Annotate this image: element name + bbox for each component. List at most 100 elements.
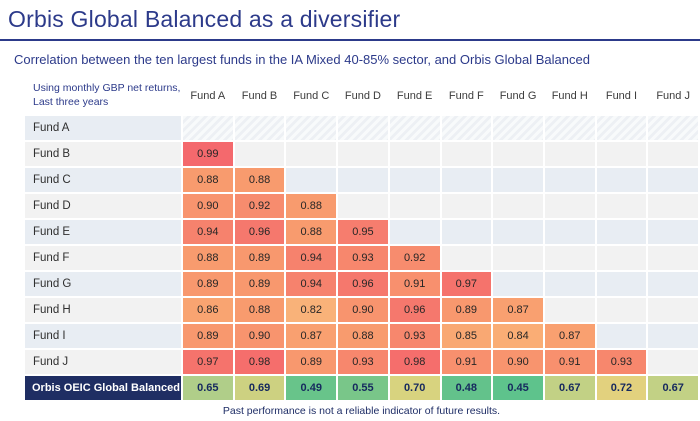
empty-cell xyxy=(648,168,698,192)
row-label-orbis: Orbis OEIC Global Balanced xyxy=(25,376,181,400)
empty-cell xyxy=(544,194,595,218)
column-header-fund-f: Fund F xyxy=(441,78,492,114)
column-header-fund-b: Fund B xyxy=(234,78,285,114)
empty-cell xyxy=(389,220,440,244)
empty-cell xyxy=(493,116,543,140)
correlation-matrix: Using monthly GBP net returns, Last three… xyxy=(25,78,698,400)
correlation-cell: 0.96 xyxy=(234,220,285,244)
correlation-cell: 0.45 xyxy=(493,376,543,400)
correlation-cell: 0.97 xyxy=(183,350,233,374)
empty-cell xyxy=(596,116,647,140)
title-rule xyxy=(0,39,700,41)
empty-cell xyxy=(493,142,543,166)
empty-cell xyxy=(493,168,543,192)
empty-cell xyxy=(544,298,595,322)
corner-label: Using monthly GBP net returns, Last three… xyxy=(25,78,181,114)
empty-cell xyxy=(596,324,647,348)
empty-cell xyxy=(544,246,595,270)
correlation-cell: 0.93 xyxy=(338,246,388,270)
empty-cell xyxy=(596,272,647,296)
empty-cell xyxy=(338,116,388,140)
correlation-cell: 0.89 xyxy=(234,272,285,296)
correlation-cell: 0.92 xyxy=(234,194,285,218)
correlation-cell: 0.89 xyxy=(183,324,233,348)
correlation-cell: 0.91 xyxy=(544,350,595,374)
empty-cell xyxy=(596,220,647,244)
correlation-cell: 0.88 xyxy=(338,324,388,348)
correlation-cell: 0.88 xyxy=(286,220,337,244)
correlation-cell: 0.84 xyxy=(493,324,543,348)
empty-cell xyxy=(648,324,698,348)
correlation-cell: 0.94 xyxy=(183,220,233,244)
empty-cell xyxy=(596,168,647,192)
empty-cell xyxy=(648,116,698,140)
row-label: Fund G xyxy=(25,272,181,296)
correlation-cell: 0.95 xyxy=(338,220,388,244)
empty-cell xyxy=(648,142,698,166)
correlation-cell: 0.86 xyxy=(183,298,233,322)
empty-cell xyxy=(544,116,595,140)
empty-cell xyxy=(544,220,595,244)
empty-cell xyxy=(441,168,492,192)
row-label: Fund D xyxy=(25,194,181,218)
empty-cell xyxy=(286,168,337,192)
column-header-fund-c: Fund C xyxy=(286,78,337,114)
empty-cell xyxy=(338,142,388,166)
empty-cell xyxy=(286,116,337,140)
correlation-cell: 0.85 xyxy=(441,324,492,348)
empty-cell xyxy=(596,246,647,270)
correlation-cell: 0.90 xyxy=(183,194,233,218)
correlation-cell: 0.67 xyxy=(544,376,595,400)
empty-cell xyxy=(441,220,492,244)
empty-cell xyxy=(648,194,698,218)
column-header-fund-d: Fund D xyxy=(338,78,388,114)
empty-cell xyxy=(286,142,337,166)
empty-cell xyxy=(596,142,647,166)
correlation-cell: 0.93 xyxy=(389,324,440,348)
empty-cell xyxy=(493,246,543,270)
correlation-cell: 0.88 xyxy=(234,298,285,322)
empty-cell xyxy=(493,194,543,218)
correlation-cell: 0.92 xyxy=(389,246,440,270)
correlation-cell: 0.90 xyxy=(234,324,285,348)
empty-cell xyxy=(441,142,492,166)
correlation-cell: 0.93 xyxy=(596,350,647,374)
empty-cell xyxy=(338,168,388,192)
column-header-fund-j: Fund J xyxy=(648,78,698,114)
empty-cell xyxy=(648,272,698,296)
empty-cell xyxy=(544,272,595,296)
page-title: Orbis Global Balanced as a diversifier xyxy=(8,6,401,32)
empty-cell xyxy=(338,194,388,218)
correlation-cell: 0.97 xyxy=(441,272,492,296)
correlation-cell: 0.89 xyxy=(286,350,337,374)
empty-cell xyxy=(648,220,698,244)
correlation-cell: 0.48 xyxy=(441,376,492,400)
empty-cell xyxy=(493,220,543,244)
column-header-fund-i: Fund I xyxy=(596,78,647,114)
empty-cell xyxy=(648,298,698,322)
row-label: Fund H xyxy=(25,298,181,322)
row-label: Fund B xyxy=(25,142,181,166)
correlation-cell: 0.93 xyxy=(338,350,388,374)
correlation-cell: 0.94 xyxy=(286,272,337,296)
correlation-cell: 0.90 xyxy=(493,350,543,374)
correlation-cell: 0.69 xyxy=(234,376,285,400)
correlation-cell: 0.65 xyxy=(183,376,233,400)
correlation-cell: 0.90 xyxy=(338,298,388,322)
correlation-cell: 0.91 xyxy=(389,272,440,296)
correlation-cell: 0.88 xyxy=(286,194,337,218)
empty-cell xyxy=(493,272,543,296)
row-label: Fund A xyxy=(25,116,181,140)
correlation-cell: 0.88 xyxy=(183,168,233,192)
empty-cell xyxy=(389,142,440,166)
empty-cell xyxy=(183,116,233,140)
correlation-cell: 0.88 xyxy=(183,246,233,270)
row-label: Fund F xyxy=(25,246,181,270)
correlation-cell: 0.98 xyxy=(234,350,285,374)
row-label: Fund E xyxy=(25,220,181,244)
correlation-cell: 0.89 xyxy=(441,298,492,322)
empty-cell xyxy=(596,194,647,218)
empty-cell xyxy=(389,168,440,192)
footnote: Past performance is not a reliable indic… xyxy=(222,405,501,417)
page-subtitle: Correlation between the ten largest fund… xyxy=(14,52,590,67)
